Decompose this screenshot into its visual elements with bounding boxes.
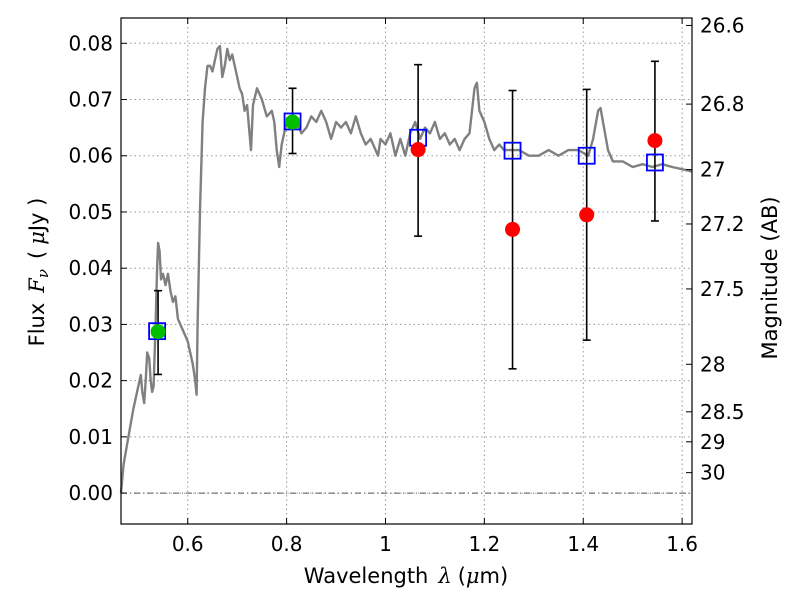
- x-axis-label: Wavelength λ (μm): [304, 564, 508, 588]
- x-axis-ticks: 0.6 0.8 1 1.2 1.4 1.6: [172, 18, 698, 556]
- model-square-5: [646, 153, 664, 172]
- magnitude-axis-ticks: 26.6 26.8 27 27.2 27.5 28 28.5 29 30: [686, 13, 745, 485]
- y-tick-label-2: 0.02: [68, 369, 113, 393]
- plot-frame: [120, 17, 693, 525]
- x-tick-label-2: 1: [379, 532, 392, 556]
- model-square-4: [577, 146, 596, 165]
- y-tick-label-4: 0.04: [68, 256, 113, 280]
- magnitude-axis-label: Magnitude (AB): [758, 196, 782, 359]
- x-tick-label-3: 1.2: [468, 532, 500, 556]
- observed-photometry-markers: [150, 114, 663, 340]
- y-tick-label-5: 0.05: [68, 200, 113, 224]
- y-tick-label-0: 0.00: [68, 481, 113, 505]
- x-tick-label-5: 1.6: [666, 532, 698, 556]
- mag-tick-label-2: 27: [700, 158, 725, 182]
- y-tick-label-3: 0.03: [68, 312, 113, 336]
- grid-lines: [121, 18, 692, 524]
- mag-tick-label-6: 28.5: [700, 400, 745, 424]
- mag-tick-label-5: 28: [700, 352, 725, 376]
- y-axis-ticks: 0.00 0.01 0.02 0.03 0.04 0.05 0.06 0.07 0.08: [68, 31, 127, 505]
- y-tick-label-1: 0.01: [68, 425, 113, 449]
- mag-tick-label-8: 30: [700, 461, 725, 485]
- x-tick-label-4: 1.4: [567, 532, 599, 556]
- hst-point-0: [150, 324, 166, 340]
- model-photometry-markers: [148, 112, 664, 341]
- x-tick-label-0: 0.6: [172, 532, 204, 556]
- y-tick-label-7: 0.07: [68, 88, 113, 112]
- mag-tick-label-7: 29: [700, 430, 725, 454]
- ir-point-3: [647, 133, 663, 149]
- model-square-3: [503, 141, 522, 160]
- y-tick-label-8: 0.08: [68, 31, 113, 55]
- x-tick-label-1: 0.8: [271, 532, 303, 556]
- hst-point-1: [285, 114, 301, 130]
- ir-point-1: [505, 221, 521, 237]
- sed-curve-line: [119, 44, 693, 494]
- ir-point-0: [410, 142, 426, 158]
- sed-model-curve: [119, 44, 693, 494]
- mag-tick-label-1: 26.8: [700, 92, 745, 116]
- y-axis-label: FluxFν(μJy ): [25, 198, 52, 347]
- mag-tick-label-4: 27.5: [700, 277, 745, 301]
- y-tick-label-6: 0.06: [68, 144, 113, 168]
- mag-tick-label-3: 27.2: [700, 212, 745, 236]
- ir-point-2: [579, 207, 595, 223]
- mag-tick-label-0: 26.6: [700, 13, 745, 37]
